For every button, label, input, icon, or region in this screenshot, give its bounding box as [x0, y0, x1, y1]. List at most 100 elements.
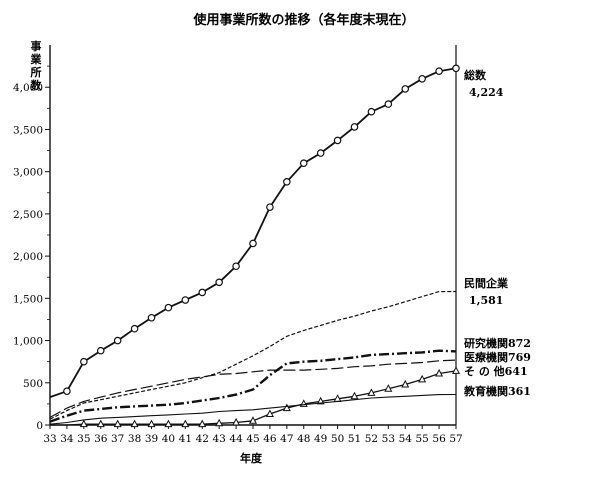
- data-point-circle: [333, 136, 342, 145]
- y-axis-title: 事 業 所 数: [30, 39, 43, 92]
- data-point-triangle: [367, 388, 376, 396]
- axes: 0 500 1,000 1,500 2,000 2,500 3,000 3,500 4,000 3…: [13, 45, 463, 445]
- data-point-circle: [80, 357, 88, 366]
- data-point-triangle: [350, 391, 359, 400]
- data-point-circle: [249, 239, 257, 248]
- x-tick-label: 48: [297, 433, 310, 445]
- series-label-2: 研究機関872: [464, 336, 531, 350]
- data-point-circle: [113, 336, 122, 345]
- data-point-circle: [316, 149, 325, 157]
- data-point-triangle: [130, 419, 139, 428]
- x-tick-label: 35: [77, 433, 90, 445]
- x-tick-label: 40: [162, 433, 175, 445]
- plot-area: [49, 64, 461, 428]
- series-value-total: 4,224: [469, 86, 504, 99]
- y-tick-label: 2,000: [13, 251, 43, 263]
- data-point-triangle: [198, 419, 207, 428]
- series-label-private: 民間企業: [464, 276, 509, 290]
- x-tick-label: 34: [60, 433, 74, 445]
- y-tick-label: 3,000: [13, 167, 43, 179]
- data-point-circle: [164, 303, 173, 312]
- data-point-circle: [418, 74, 426, 83]
- x-tick-label: 57: [449, 433, 462, 445]
- y-axis-title-char: 所: [31, 65, 42, 79]
- y-axis-title-char: 数: [31, 78, 43, 92]
- x-tick-label: 53: [382, 433, 395, 445]
- data-point-triangle: [96, 419, 105, 428]
- x-tick-label: 55: [415, 433, 428, 445]
- data-point-circle: [130, 324, 139, 333]
- y-axis-title-char: 事: [31, 39, 42, 53]
- data-point-circle: [181, 296, 190, 304]
- x-axis-title: 年度: [240, 451, 263, 465]
- y-axis-title-char: 業: [30, 52, 43, 66]
- data-point-triangle: [79, 419, 88, 428]
- series-line-0: [49, 67, 457, 398]
- series-label-4: そ の 他641: [464, 364, 528, 378]
- chart-title: 使用事業所数の推移（各年度末現在）: [192, 12, 414, 28]
- y-tick-label: 0: [36, 420, 43, 432]
- data-point-triangle: [418, 374, 427, 383]
- x-tick-label: 42: [196, 433, 209, 445]
- data-point-triangle: [248, 416, 258, 424]
- series-value-private: 1,581: [469, 294, 503, 307]
- y-tick-label: 1,500: [13, 293, 43, 305]
- data-point-circle: [283, 178, 291, 186]
- series-label-3: 医療機関769: [464, 350, 531, 364]
- data-point-circle: [367, 107, 376, 116]
- y-tick-label: 500: [23, 378, 43, 390]
- data-point-triangle: [147, 419, 156, 428]
- data-point-circle: [63, 387, 71, 396]
- series-label-5: 教育機関361: [463, 384, 531, 398]
- data-point-triangle: [451, 366, 461, 374]
- data-point-triangle: [215, 418, 224, 427]
- x-tick-label: 43: [212, 433, 225, 445]
- x-tick-label: 46: [263, 433, 277, 445]
- data-point-triangle: [435, 368, 444, 377]
- x-tick-label: 38: [128, 433, 141, 445]
- y-tick-label: 2,500: [13, 209, 43, 221]
- x-tick-label: 33: [43, 433, 56, 445]
- data-point-circle: [401, 85, 410, 93]
- x-tick-label: 37: [111, 433, 124, 445]
- x-tick-label: 41: [179, 433, 192, 445]
- data-point-triangle: [181, 419, 190, 428]
- data-point-triangle: [232, 417, 241, 426]
- data-point-triangle: [401, 379, 410, 388]
- data-point-circle: [198, 288, 207, 297]
- data-point-triangle: [384, 384, 393, 392]
- series-line-1: [49, 290, 457, 420]
- x-tick-label: 50: [331, 433, 344, 445]
- x-tick-label: 44: [229, 433, 243, 445]
- x-tick-label: 51: [348, 433, 361, 445]
- series-line-5: [49, 393, 457, 425]
- data-point-triangle: [282, 403, 291, 412]
- data-point-circle: [452, 64, 460, 73]
- data-point-circle: [350, 123, 359, 131]
- data-point-circle: [266, 203, 274, 211]
- x-tick-label: 54: [399, 433, 413, 445]
- x-tick-label: 52: [365, 433, 378, 445]
- data-point-circle: [147, 313, 156, 322]
- series-line-2: [49, 349, 457, 423]
- data-point-triangle: [113, 419, 122, 428]
- y-tick-label: 4,000: [13, 82, 43, 94]
- y-tick-label: 1,000: [13, 336, 43, 348]
- data-point-circle: [299, 159, 308, 168]
- data-point-triangle: [265, 409, 274, 418]
- x-tick-label: 45: [246, 433, 259, 445]
- x-tick-label: 47: [280, 433, 293, 445]
- data-point-circle: [96, 346, 105, 355]
- data-point-circle: [435, 67, 443, 75]
- data-point-circle: [232, 262, 240, 271]
- series-label-total: 総数: [464, 68, 487, 82]
- y-tick-label: 3,500: [13, 124, 43, 136]
- x-tick-label: 39: [145, 433, 158, 445]
- x-tick-label: 36: [94, 433, 108, 445]
- x-tick-label: 56: [432, 433, 446, 445]
- data-point-circle: [215, 278, 223, 287]
- data-point-triangle: [164, 419, 173, 428]
- x-tick-label: 49: [314, 433, 327, 445]
